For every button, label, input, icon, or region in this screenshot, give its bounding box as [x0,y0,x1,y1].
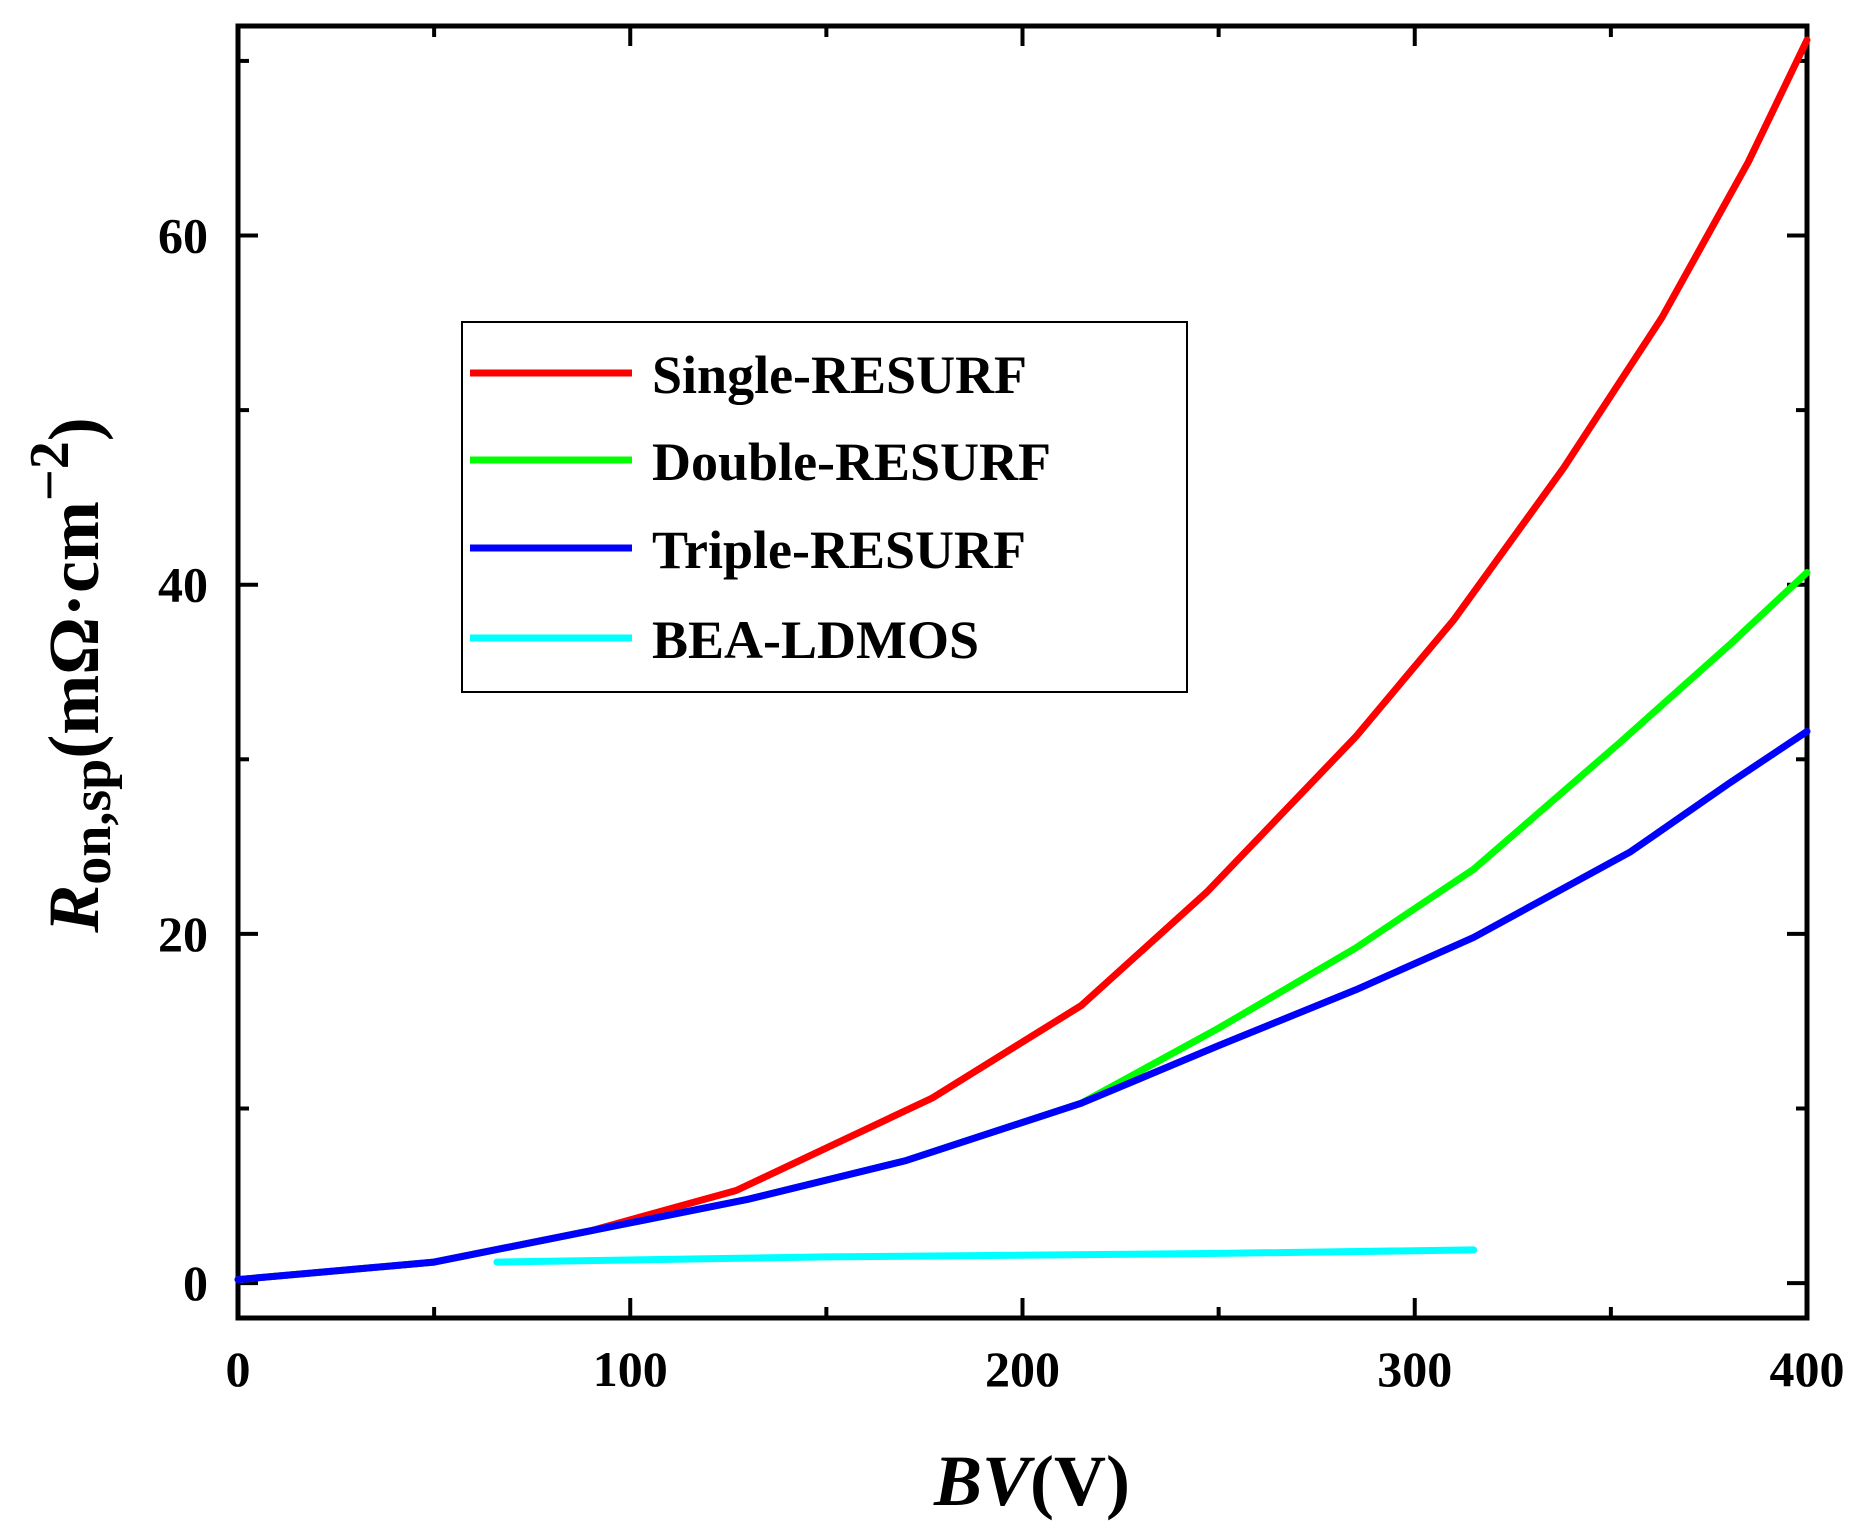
y-tick-label: 20 [158,906,208,962]
y-axis-title-exponent: −2 [19,441,81,501]
series-line-triple-resurf [234,727,1811,1284]
series-lines [234,36,1811,1284]
y-axis-title-unit-close: ) [34,417,114,441]
y-axis-title: Ron,sp(mΩ·cm−2) [19,417,123,934]
legend-label-double-resurf: Double-RESURF [652,432,1051,492]
y-tick-label: 0 [183,1255,208,1311]
x-tick-label: 200 [985,1341,1060,1397]
legend-label-bea-ldmos: BEA-LDMOS [652,610,979,670]
x-tick-label: 100 [593,1341,668,1397]
x-tick-label: 300 [1377,1341,1452,1397]
y-tick-label: 40 [158,557,208,613]
x-axis-title-var: BV [933,1441,1035,1521]
axis-tick-labels: 0 100 200 300 400 0 20 40 60 [158,208,1845,1397]
x-axis-title-unit: (V) [1030,1441,1130,1521]
legend-label-single-resurf: Single-RESURF [652,345,1027,405]
legend-label-triple-resurf: Triple-RESURF [652,520,1026,580]
y-axis-title-symbol: R [34,885,114,934]
series-line-bea-ldmos [493,1246,1478,1266]
legend: Single-RESURF Double-RESURF Triple-RESUR… [461,321,1188,693]
legend-box [461,321,1188,693]
x-tick-label: 0 [226,1341,251,1397]
x-axis-title: BV(V) [933,1441,1130,1521]
y-axis-title-subscript: on,sp [61,759,123,885]
y-tick-label: 60 [158,208,208,264]
y-axis-title-unit: (mΩ·cm [34,501,114,759]
x-tick-label: 400 [1770,1341,1845,1397]
